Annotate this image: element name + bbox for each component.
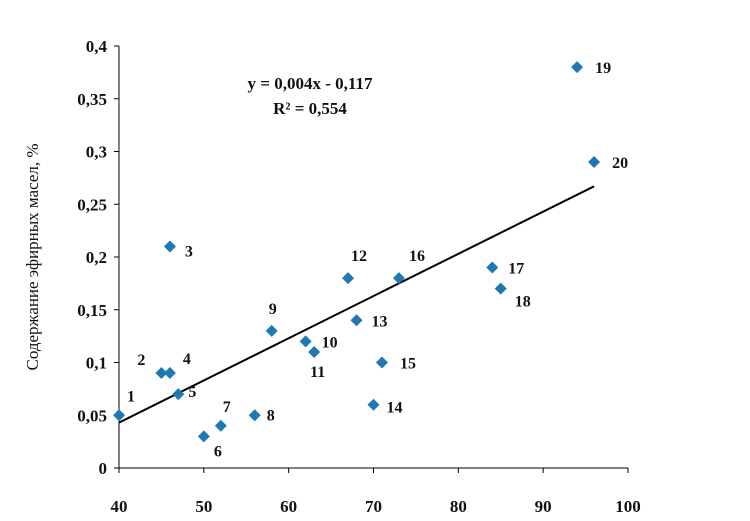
data-point-2 — [155, 367, 168, 380]
point-label-7: 7 — [223, 399, 231, 416]
y-tick-label: 0,05 — [77, 406, 107, 425]
data-point-13 — [350, 314, 363, 327]
y-tick-label: 0,2 — [86, 248, 107, 267]
point-label-19: 19 — [595, 60, 611, 77]
point-label-5: 5 — [188, 384, 196, 401]
point-label-12: 12 — [351, 248, 367, 265]
data-point-11 — [308, 345, 321, 358]
data-point-17 — [486, 261, 499, 274]
trendline-equation: y = 0,004x - 0,117 — [248, 74, 373, 93]
point-label-9: 9 — [269, 301, 277, 318]
data-point-12 — [342, 272, 355, 285]
point-label-14: 14 — [387, 400, 403, 417]
y-tick-label: 0 — [99, 459, 108, 478]
point-label-1: 1 — [127, 388, 135, 405]
y-tick-label: 0,1 — [86, 354, 107, 373]
data-point-6 — [197, 430, 210, 443]
trendline — [118, 185, 595, 424]
point-label-10: 10 — [322, 334, 338, 351]
x-tick-label: 40 — [111, 497, 128, 516]
data-point-7 — [214, 419, 227, 432]
x-tick-label: 80 — [450, 497, 467, 516]
point-label-4: 4 — [183, 351, 191, 368]
y-axis-title: Содержание эфирных масел, % — [23, 143, 42, 370]
data-point-18 — [494, 282, 507, 295]
point-label-13: 13 — [372, 313, 388, 330]
y-tick-label: 0,15 — [77, 301, 107, 320]
x-tick-label: 90 — [535, 497, 552, 516]
x-tick-label: 50 — [195, 497, 212, 516]
data-point-3 — [163, 240, 176, 253]
data-point-8 — [248, 409, 261, 422]
y-tick-label: 0,25 — [77, 195, 107, 214]
data-point-15 — [375, 356, 388, 369]
y-tick-label: 0,35 — [77, 90, 107, 109]
point-label-2: 2 — [137, 352, 145, 369]
point-label-3: 3 — [185, 243, 193, 260]
data-point-10 — [299, 335, 312, 348]
point-label-20: 20 — [612, 155, 628, 172]
data-point-9 — [265, 324, 278, 337]
data-point-20 — [588, 156, 601, 169]
y-tick-label: 0,3 — [86, 143, 107, 162]
point-label-17: 17 — [508, 261, 524, 278]
point-label-8: 8 — [267, 407, 275, 424]
x-tick-label: 70 — [365, 497, 382, 516]
data-point-19 — [571, 61, 584, 74]
y-tick-label: 0,4 — [86, 37, 108, 56]
trendline-r2: R² = 0,554 — [273, 99, 347, 118]
point-label-18: 18 — [515, 294, 531, 311]
data-point-4 — [163, 367, 176, 380]
data-point-1 — [113, 409, 125, 422]
point-label-16: 16 — [409, 248, 425, 265]
data-point-5 — [172, 388, 185, 401]
x-tick-label: 60 — [280, 497, 297, 516]
data-point-16 — [392, 272, 405, 285]
point-label-6: 6 — [214, 443, 222, 460]
data-point-14 — [367, 398, 380, 411]
x-tick-label: 100 — [615, 497, 641, 516]
point-label-15: 15 — [400, 356, 416, 373]
point-label-11: 11 — [310, 364, 325, 381]
